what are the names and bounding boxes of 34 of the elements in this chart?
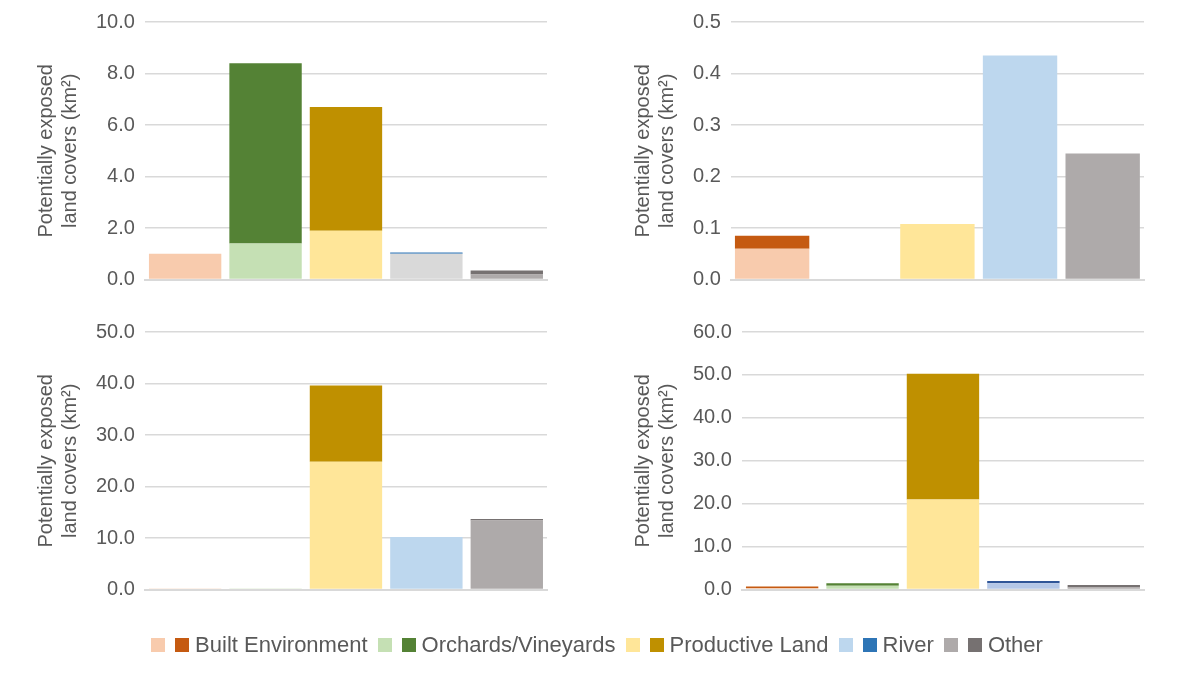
y-tick-label: 10.0 [95,9,135,32]
y-axis-title: Potentially exposed land covers (km²) [630,374,677,548]
legend-label: Productive Land [669,632,829,658]
y-tick-label: 0.0 [704,577,732,600]
legend-label: Orchards/Vineyards [421,632,616,658]
y-tick-label: 10.0 [95,525,135,548]
y-tick-label: 6.0 [107,112,135,135]
y-tick-label: 50.0 [95,319,135,342]
y-tick-label: 0.0 [692,267,721,290]
y-tick-label: 8.0 [107,61,135,84]
y-tick-label: 40.0 [95,371,135,394]
legend-label: Other [987,632,1043,658]
y-axis-title: Potentially exposed land covers (km²) [33,64,80,238]
y-tick-label: 30.0 [692,448,732,471]
y-tick-label: 0.2 [692,164,721,187]
y-tick-label: 60.0 [692,319,732,342]
y-tick-label: 0.3 [692,112,721,135]
y-axis-title: Potentially exposed land covers (km²) [33,374,80,548]
y-tick-label: 30.0 [95,422,135,445]
legend-label: River [882,632,934,658]
y-tick-label: 0.5 [692,9,721,32]
legend-label: Built Environment [195,632,368,658]
y-tick-label: 4.0 [107,164,135,187]
y-tick-label: 0.4 [692,61,721,84]
y-tick-label: 0.0 [107,577,135,600]
y-tick-label: 10.0 [692,534,732,557]
y-tick-label: 2.0 [107,215,135,238]
y-tick-label: 40.0 [692,405,732,428]
y-tick-label: 0.0 [107,267,135,290]
y-tick-label: 20.0 [692,491,732,514]
y-tick-label: 0.1 [692,215,721,238]
y-tick-label: 50.0 [692,362,732,385]
y-tick-label: 20.0 [95,474,135,497]
y-axis-title: Potentially exposed land covers (km²) [630,64,677,238]
